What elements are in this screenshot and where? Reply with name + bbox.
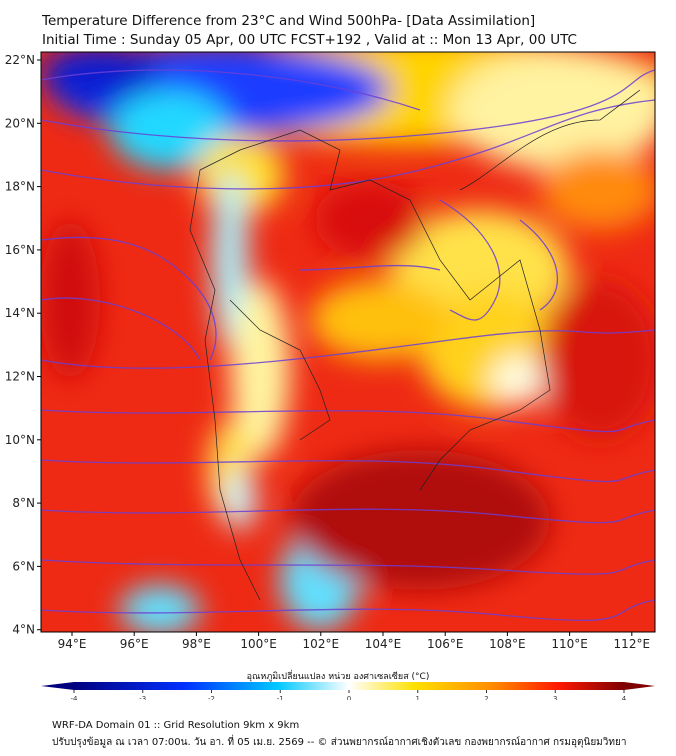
lat-tick-label: 20°N xyxy=(5,116,35,130)
lon-tick-label: 106°E xyxy=(427,637,464,651)
colorbar-gradient xyxy=(74,682,624,690)
colorbar: -4 -3 -2 -1 0 1 2 3 4 xyxy=(41,682,655,700)
lon-tick-label: 112°E xyxy=(614,637,651,651)
lon-tick-label: 98°E xyxy=(182,637,211,651)
colorbar-tick-label: 4 xyxy=(622,695,627,700)
coastlines xyxy=(189,89,641,601)
lon-tick-label: 110°E xyxy=(551,637,588,651)
temperature-wind-map: 94°E 96°E 98°E 100°E 102°E 104°E 106°E 108°E 110… xyxy=(5,51,656,700)
lon-axis: 94°E 96°E 98°E 100°E 102°E 104°E 106°E 108°E 110… xyxy=(58,632,650,651)
colorbar-tick-label: -3 xyxy=(139,695,146,700)
temperature-field xyxy=(41,52,655,632)
lat-axis: 22°N 20°N 18°N 16°N 14°N 12°N 10°N 8°N 6°N 4°N xyxy=(5,53,41,637)
lon-tick-label: 94°E xyxy=(58,637,87,651)
colorbar-tick-label: 0 xyxy=(347,695,351,700)
footer-model-info: WRF-DA Domain 01 :: Grid Resolution 9km … xyxy=(52,720,300,731)
footer-update-info: ปรับปรุงข้อมูล ณ เวลา 07:00น. วัน อา. ที… xyxy=(52,737,627,748)
colorbar-label: อุณหภูมิเปลี่ยนแปลง หน่วย องศาเซลเซียส (… xyxy=(246,672,430,682)
lat-tick-label: 8°N xyxy=(12,496,35,510)
lat-tick-label: 16°N xyxy=(5,243,35,257)
lat-tick-label: 22°N xyxy=(5,53,35,67)
streamlines xyxy=(41,69,655,622)
lat-tick-label: 6°N xyxy=(12,559,35,573)
colorbar-tick-label: 1 xyxy=(416,695,420,700)
colorbar-tick-label: -4 xyxy=(71,695,79,700)
lon-tick-label: 96°E xyxy=(120,637,149,651)
lon-tick-label: 108°E xyxy=(489,637,526,651)
chart-subtitle: Initial Time : Sunday 05 Apr, 00 UTC FCS… xyxy=(42,32,577,48)
lon-tick-label: 102°E xyxy=(303,637,340,651)
colorbar-tick-label: 2 xyxy=(484,695,488,700)
lon-tick-label: 104°E xyxy=(365,637,402,651)
colorbar-min-extend xyxy=(41,682,74,690)
lat-tick-label: 4°N xyxy=(12,623,35,637)
chart-title: Temperature Difference from 23°C and Win… xyxy=(42,13,536,29)
plot-frame xyxy=(40,51,656,633)
lat-tick-label: 14°N xyxy=(5,306,35,320)
lat-tick-label: 18°N xyxy=(5,180,35,194)
colorbar-tick-label: -2 xyxy=(208,695,215,700)
colorbar-tick-label: -1 xyxy=(277,695,284,700)
colorbar-max-extend xyxy=(624,682,655,690)
lat-tick-label: 10°N xyxy=(5,433,35,447)
lon-tick-label: 100°E xyxy=(240,637,277,651)
colorbar-tick-label: 3 xyxy=(553,695,557,700)
lat-tick-label: 12°N xyxy=(5,370,35,384)
